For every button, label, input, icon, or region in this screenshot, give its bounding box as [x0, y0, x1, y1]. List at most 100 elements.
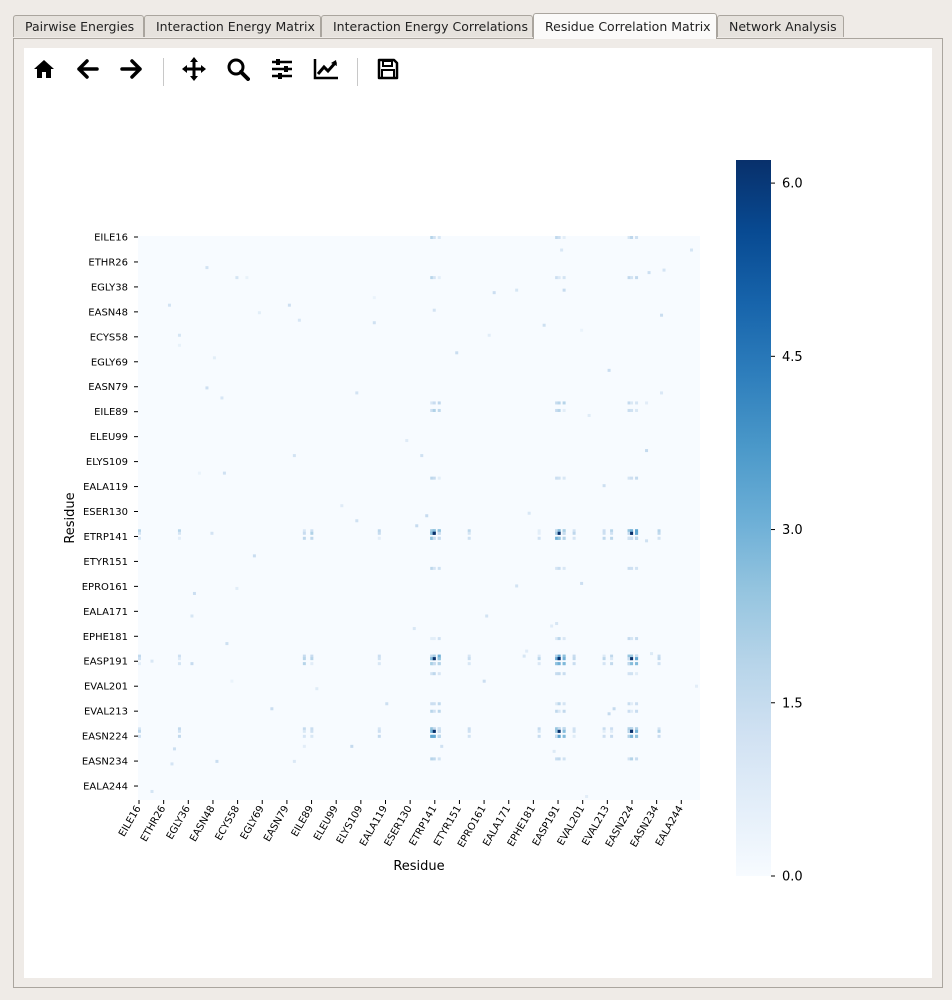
heatmap-cell [430, 657, 434, 661]
heatmap-cell [602, 657, 606, 661]
x-tick-label: ECYS58 [214, 804, 243, 843]
heatmap-cell [557, 408, 561, 412]
y-tick-label: ESER130 [83, 507, 128, 518]
tab-interaction-energy-correlations[interactable]: Interaction Energy Correlations [321, 15, 533, 37]
heatmap-cell [555, 401, 559, 405]
heatmap-cell [190, 614, 194, 618]
heatmap-cell [485, 614, 489, 618]
heatmap-cell [627, 529, 631, 533]
heatmap-cell [302, 744, 306, 748]
heatmap-cell [557, 276, 561, 280]
heatmap-cell [602, 727, 606, 731]
heatmap-cell [630, 734, 634, 738]
heatmap-cell [377, 657, 381, 661]
heatmap-cell [555, 536, 559, 540]
heatmap-cell [630, 566, 634, 570]
heatmap-cell [437, 729, 441, 733]
heatmap-cell [377, 727, 381, 731]
heatmap-cell [355, 519, 359, 523]
arrow-left-icon [77, 59, 99, 83]
heatmap-cell [430, 566, 434, 570]
heatmap-cell [437, 536, 441, 540]
heatmap-cell [432, 757, 436, 761]
tab-pairwise-energies[interactable]: Pairwise Energies [13, 15, 144, 37]
colorbar [736, 160, 771, 876]
heatmap-cell [555, 727, 559, 731]
heatmap-cell [562, 637, 566, 641]
heatmap-cell [292, 759, 296, 763]
heatmap-cell [432, 308, 436, 312]
heatmap-cell [580, 581, 584, 585]
heatmap-cell [645, 539, 649, 543]
heatmap-cell [177, 529, 181, 533]
heatmap-cell [657, 729, 661, 733]
heatmap-cell [572, 531, 576, 535]
heatmap-cell [555, 476, 559, 480]
save-button[interactable] [373, 56, 403, 86]
y-tick-label: EASN224 [82, 732, 128, 743]
heatmap-cell [562, 662, 566, 666]
heatmap-cell [645, 401, 649, 405]
magnifier-icon [226, 57, 250, 85]
heatmap-cell [525, 649, 529, 653]
heatmap-cell [602, 484, 606, 488]
heatmap-cell [627, 727, 631, 731]
y-tick-label: EASN48 [88, 307, 128, 318]
heatmap-cell [432, 662, 436, 666]
heatmap-cell [657, 727, 661, 731]
heatmap-cell [355, 391, 359, 395]
heatmap-cell [467, 734, 471, 738]
heatmap-cell [492, 291, 496, 295]
heatmap-cell [150, 659, 154, 663]
y-tick-label: EGLY38 [91, 282, 128, 293]
heatmap-cell [430, 637, 434, 641]
heatmap-cell [377, 734, 381, 738]
heatmap-cell [138, 529, 141, 533]
heatmap-cell [630, 709, 634, 713]
heatmap-cell [437, 702, 441, 706]
heatmap-cell [560, 248, 564, 252]
y-tick-label: ECYS58 [90, 332, 128, 343]
heatmap-cell [310, 529, 314, 533]
forward-button[interactable] [116, 56, 146, 86]
heatmap-cell [430, 662, 434, 666]
zoom-button[interactable] [223, 56, 253, 86]
heatmap-cell [555, 408, 559, 412]
configure-subplots-button[interactable] [267, 56, 297, 86]
colorbar-tick-label: 1.5 [782, 696, 803, 711]
colorbar-tick-label: 4.5 [782, 350, 803, 365]
heatmap-cell [297, 318, 301, 322]
heatmap-cell [542, 323, 546, 327]
heatmap-cell [627, 276, 631, 280]
tab-network-analysis[interactable]: Network Analysis [717, 15, 844, 37]
heatmap-cell [635, 757, 639, 761]
heatmap-cell [138, 531, 141, 535]
home-button[interactable] [29, 56, 59, 86]
heatmap-cell [467, 657, 471, 661]
heatmap-cell [377, 536, 381, 540]
edit-axis-button[interactable] [311, 56, 341, 86]
heatmap-cell [635, 654, 639, 658]
heatmap-cell [302, 727, 306, 731]
tab-interaction-energy-matrix[interactable]: Interaction Energy Matrix [144, 15, 321, 37]
heatmap-cell [657, 654, 661, 658]
heatmap-cell [557, 531, 561, 535]
heatmap-cell [310, 531, 314, 535]
heatmap-cell [432, 408, 436, 412]
heatmap-cell [467, 727, 471, 731]
heatmap-cell [630, 408, 634, 412]
heatmap-cell [572, 729, 576, 733]
heatmap-cell [405, 439, 409, 443]
heatmap-cell [310, 727, 314, 731]
heatmap-cell [302, 529, 306, 533]
heatmap-cell [437, 727, 441, 731]
heatmap-cell [555, 637, 559, 641]
heatmap-cell [627, 531, 631, 535]
heatmap-cell [562, 729, 566, 733]
back-button[interactable] [73, 56, 103, 86]
heatmap-cell [630, 637, 634, 641]
pan-button[interactable] [179, 56, 209, 86]
tab-residue-correlation-matrix[interactable]: Residue Correlation Matrix [533, 13, 717, 39]
heatmap-cell [607, 368, 611, 372]
heatmap-cell [235, 276, 239, 280]
